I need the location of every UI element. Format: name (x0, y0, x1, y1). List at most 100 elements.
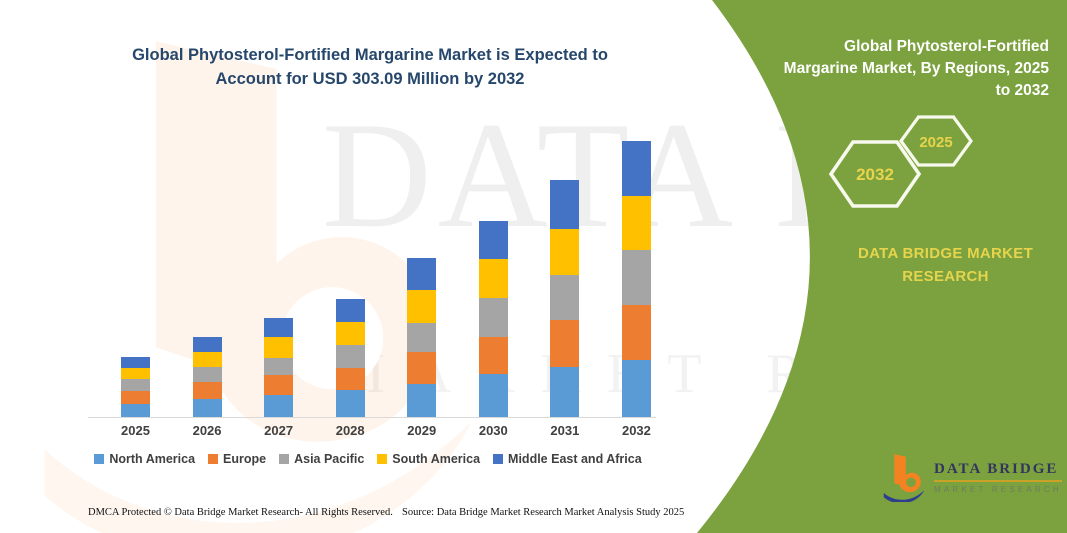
bar-segment-middle-east-and-africa (264, 318, 294, 338)
x-axis-baseline (88, 417, 656, 418)
chart-title-line1: Global Phytosterol-Fortified Margarine M… (132, 46, 608, 64)
stacked-bar-2027 (264, 318, 294, 417)
footer-dmca-text: DMCA Protected © Data Bridge Market Rese… (88, 507, 393, 518)
logo-text-block: DATA BRIDGE MARKET RESEARCH (934, 461, 1062, 494)
bar-column: 2028 (335, 130, 365, 442)
right-panel-title: Global Phytosterol-Fortified Margarine M… (749, 36, 1049, 102)
bar-segment-middle-east-and-africa (621, 140, 651, 196)
bar-segment-europe (335, 367, 365, 391)
bar-segment-europe (550, 320, 580, 367)
right-panel-title-line1: Global Phytosterol-Fortified (844, 38, 1049, 55)
year-hexagons: 2025 2032 (828, 115, 973, 208)
bar-segment-north-america (407, 383, 437, 417)
legend-item: Europe (208, 452, 266, 466)
bar-segment-europe (478, 336, 508, 375)
logo-swoosh-icon (883, 490, 925, 502)
x-axis-label: 2026 (192, 423, 222, 438)
bar-column: 2025 (121, 130, 150, 442)
right-panel-title-line2: Margarine Market, By Regions, 2025 (783, 60, 1049, 77)
x-axis-label: 2032 (621, 423, 651, 438)
legend-item: Middle East and Africa (493, 452, 642, 466)
stacked-bar-2025 (121, 357, 150, 417)
bar-segment-europe (264, 375, 294, 396)
bar-segment-middle-east-and-africa (192, 337, 222, 353)
legend-label: South America (392, 452, 481, 466)
chart-legend: North America Europe Asia Pacific South Ame… (78, 452, 658, 466)
bar-segment-europe (192, 382, 222, 399)
x-axis-label: 2025 (121, 423, 150, 438)
bar-column: 2027 (264, 130, 294, 442)
stacked-bar-2032 (621, 140, 651, 417)
stacked-bar-2030 (478, 221, 508, 417)
legend-label: Europe (223, 452, 267, 466)
bar-segment-middle-east-and-africa (407, 258, 437, 291)
right-panel-title-line3: to 2032 (995, 82, 1049, 99)
hexagon-2032-label: 2032 (856, 165, 894, 184)
bar-segment-north-america (121, 404, 150, 417)
logo-underline (934, 479, 1062, 482)
legend-swatch (377, 454, 388, 464)
bar-segment-europe (621, 305, 651, 361)
logo-b-hole (906, 477, 916, 488)
bar-segment-south-america (621, 195, 651, 251)
logo-title: DATA BRIDGE (934, 460, 1059, 477)
legend-item: North America (94, 452, 195, 466)
bar-segment-europe (407, 351, 437, 384)
stacked-bar-2026 (192, 337, 222, 417)
legend-label: Asia Pacific (294, 452, 365, 466)
bar-segment-north-america (550, 367, 580, 417)
legend-swatch (493, 454, 504, 464)
bar-segment-south-america (264, 337, 294, 358)
brand-name-line1: DATA BRIDGE MARKET (857, 245, 1034, 262)
bar-column: 2029 (407, 130, 437, 442)
legend-item: Asia Pacific (279, 452, 364, 466)
bar-segment-north-america (335, 390, 365, 417)
bar-segment-south-america (478, 258, 508, 298)
plot-area: 2025 2026 2027 2028 2029 2030 2031 2032 (121, 130, 651, 442)
hexagon-2025-label: 2025 (919, 134, 952, 151)
bar-column: 2030 (478, 130, 508, 442)
legend-label: Middle East and Africa (508, 452, 642, 466)
legend-item: South America (377, 452, 480, 466)
footer-source-text: Source: Data Bridge Market Research Mark… (402, 507, 685, 518)
bar-segment-middle-east-and-africa (478, 221, 508, 259)
bar-column: 2031 (550, 130, 580, 442)
bar-segment-asia-pacific (621, 250, 651, 306)
bar-segment-south-america (407, 290, 437, 323)
bar-segment-south-america (121, 368, 150, 379)
bar-segment-asia-pacific (264, 357, 294, 376)
legend-label: North America (109, 452, 196, 466)
x-axis-label: 2030 (478, 423, 508, 438)
bar-segment-north-america (192, 398, 222, 417)
x-axis-label: 2029 (407, 423, 437, 438)
bar-segment-asia-pacific (550, 275, 580, 321)
bar-segment-middle-east-and-africa (550, 179, 580, 229)
bar-segment-asia-pacific (121, 379, 150, 391)
legend-swatch (94, 454, 105, 464)
logo-subtitle: MARKET RESEARCH (934, 484, 1062, 494)
bar-segment-north-america (264, 395, 294, 417)
stacked-bar-2028 (335, 298, 365, 417)
bar-segment-north-america (478, 374, 508, 417)
company-logo-mark (883, 454, 925, 502)
bar-segment-middle-east-and-africa (121, 357, 150, 368)
logo-b-icon (894, 454, 921, 493)
brand-name-line2: RESEARCH (902, 268, 989, 286)
stacked-bar-2029 (407, 258, 437, 417)
bar-segment-asia-pacific (192, 367, 222, 383)
bar-segment-south-america (192, 352, 222, 368)
bar-segment-south-america (335, 322, 365, 346)
bar-column: 2032 (621, 130, 651, 442)
bar-segment-middle-east-and-africa (335, 298, 365, 323)
legend-swatch (279, 454, 290, 464)
bar-segment-asia-pacific (478, 297, 508, 337)
bar-segment-north-america (621, 360, 651, 417)
x-axis-label: 2028 (335, 423, 365, 438)
company-logo: DATA BRIDGE MARKET RESEARCH (882, 452, 1062, 502)
x-axis-label: 2031 (550, 423, 580, 438)
bar-segment-asia-pacific (407, 322, 437, 352)
legend-swatch (208, 454, 219, 464)
bar-column: 2026 (192, 130, 222, 442)
brand-name-text: DATA BRIDGE MARKET RESEARCH (828, 242, 1063, 289)
